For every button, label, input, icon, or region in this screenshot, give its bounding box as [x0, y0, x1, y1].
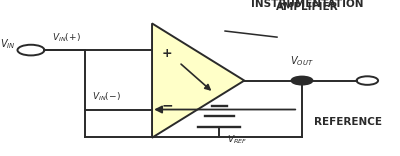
Text: REFERENCE: REFERENCE	[314, 117, 382, 127]
Text: −: −	[162, 98, 173, 112]
Text: $V_{OUT}$: $V_{OUT}$	[290, 55, 314, 68]
Text: AMPLIFIER: AMPLIFIER	[276, 2, 339, 12]
Polygon shape	[152, 23, 244, 138]
Text: +: +	[162, 47, 172, 60]
Text: $V_{IN}$: $V_{IN}$	[0, 37, 16, 51]
Text: $V_{IN}(+)$: $V_{IN}(+)$	[52, 32, 81, 44]
Text: $V_{REF}$: $V_{REF}$	[227, 133, 247, 146]
Text: $V_{IN}(-)$: $V_{IN}(-)$	[92, 91, 121, 103]
Circle shape	[291, 76, 313, 85]
Text: INSTRUMENTATION: INSTRUMENTATION	[252, 0, 364, 9]
